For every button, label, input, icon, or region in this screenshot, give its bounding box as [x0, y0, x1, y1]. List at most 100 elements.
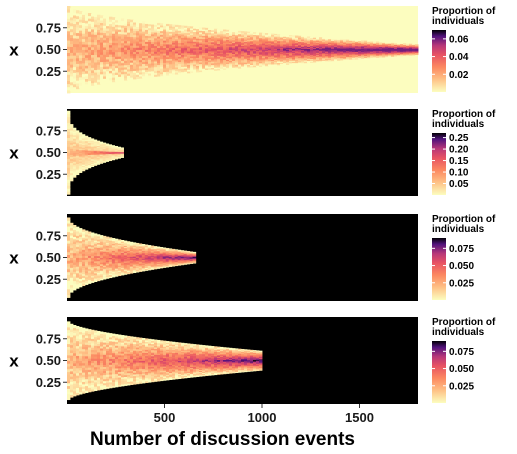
heatmap-cell	[193, 38, 197, 41]
heatmap-cell	[406, 48, 410, 50]
heatmap-cell	[97, 17, 101, 21]
heatmap-cell	[151, 61, 155, 64]
heatmap-cell	[73, 32, 77, 36]
heatmap-cell	[322, 41, 326, 43]
heatmap-cell	[241, 54, 245, 57]
heatmap-cell	[352, 57, 356, 59]
heatmap-cell	[307, 43, 311, 46]
heatmap-cell	[277, 42, 281, 45]
heatmap-cell	[316, 40, 320, 42]
heatmap-cell	[226, 43, 230, 46]
heatmap-cell	[136, 57, 140, 61]
heatmap-cell	[75, 253, 80, 256]
heatmap-cell	[208, 57, 212, 60]
heatmap-cell	[75, 266, 80, 269]
heatmap-cell	[298, 43, 302, 45]
heatmap-cell	[100, 22, 104, 26]
heatmap-cell	[99, 278, 104, 281]
heatmap-cell	[73, 52, 77, 56]
heatmap-cell	[150, 262, 155, 264]
heatmap-cell	[81, 263, 86, 266]
heatmap-cell	[85, 46, 89, 50]
heatmap-cell	[397, 50, 401, 52]
heatmap-cell	[76, 41, 80, 45]
heatmap-cell	[108, 269, 113, 271]
heatmap-cell	[72, 168, 77, 171]
heatmap-cell	[136, 24, 140, 28]
heatmap-cell	[406, 44, 410, 46]
heatmap-cell	[135, 246, 140, 248]
heatmap-cell	[124, 51, 128, 55]
heatmap-cell	[78, 135, 83, 138]
heatmap-cell	[199, 27, 203, 30]
heatmap-cell	[250, 39, 254, 42]
heatmap-cell	[99, 153, 104, 155]
heatmap-cell	[147, 249, 152, 251]
heatmap-cell	[106, 30, 110, 34]
heatmap-cell	[262, 60, 266, 62]
heatmap-cell	[91, 54, 95, 58]
heatmap-cell	[76, 69, 80, 73]
heatmap-cell	[220, 40, 224, 43]
heatmap-cell	[148, 59, 152, 62]
heatmap-cell	[88, 31, 92, 35]
heatmap-cell	[283, 58, 287, 60]
heatmap-cell	[96, 242, 101, 245]
heatmap-cell	[214, 39, 218, 41]
heatmap-cell	[177, 262, 182, 264]
heatmap-cell	[177, 251, 182, 253]
heatmap-cell	[133, 28, 137, 31]
heatmap-cell	[343, 39, 347, 42]
heatmap-cell	[81, 148, 86, 151]
heatmap-cell	[105, 158, 110, 160]
heatmap-cell	[268, 47, 272, 49]
heatmap-cell	[99, 271, 104, 274]
heatmap-cell	[159, 251, 164, 253]
heatmap-cell	[144, 256, 149, 258]
heatmap-cell	[69, 178, 74, 182]
heatmap-cell	[156, 256, 161, 258]
heatmap-cell	[72, 129, 77, 132]
heatmap-cell	[174, 265, 179, 267]
y-axis-label: x	[9, 41, 19, 60]
heatmap-cell	[75, 150, 80, 153]
heatmap-cell	[340, 39, 344, 41]
heatmap-cell	[391, 44, 395, 46]
heatmap-cell	[136, 37, 140, 40]
heatmap-cell	[346, 48, 350, 50]
heatmap-cell	[135, 248, 140, 250]
heatmap-cell	[244, 32, 248, 35]
heatmap-cell	[283, 55, 287, 58]
heatmap-cell	[301, 47, 305, 49]
heatmap-cell	[250, 57, 254, 59]
heatmap-cell	[67, 185, 71, 189]
heatmap-cell	[172, 37, 176, 40]
heatmap-cell	[340, 54, 344, 56]
heatmap-cell	[148, 57, 152, 60]
heatmap-cell	[325, 52, 329, 54]
heatmap-cell	[208, 44, 212, 47]
heatmap-cell	[180, 260, 185, 262]
heatmap-cell	[72, 141, 77, 145]
heatmap-cell	[283, 35, 287, 38]
heatmap-cell	[361, 50, 365, 52]
heatmap-cell	[313, 39, 317, 41]
heatmap-cell	[229, 38, 233, 41]
heatmap-cell	[90, 142, 95, 144]
heatmap-cell	[238, 48, 242, 50]
heatmap-cell	[286, 55, 290, 58]
heatmap-cell	[178, 49, 182, 52]
heatmap-cell	[190, 46, 194, 49]
heatmap-cell	[325, 56, 329, 58]
heatmap-cell	[262, 49, 266, 52]
heatmap-cell	[178, 51, 182, 54]
heatmap-cell	[223, 62, 227, 65]
heatmap-cell	[159, 247, 164, 249]
heatmap-cell	[250, 43, 254, 45]
heatmap-cell	[94, 19, 98, 23]
heatmap-cell	[400, 50, 404, 52]
heatmap-cell	[75, 246, 80, 250]
heatmap-cell	[382, 46, 386, 48]
heatmap-cell	[75, 257, 80, 261]
